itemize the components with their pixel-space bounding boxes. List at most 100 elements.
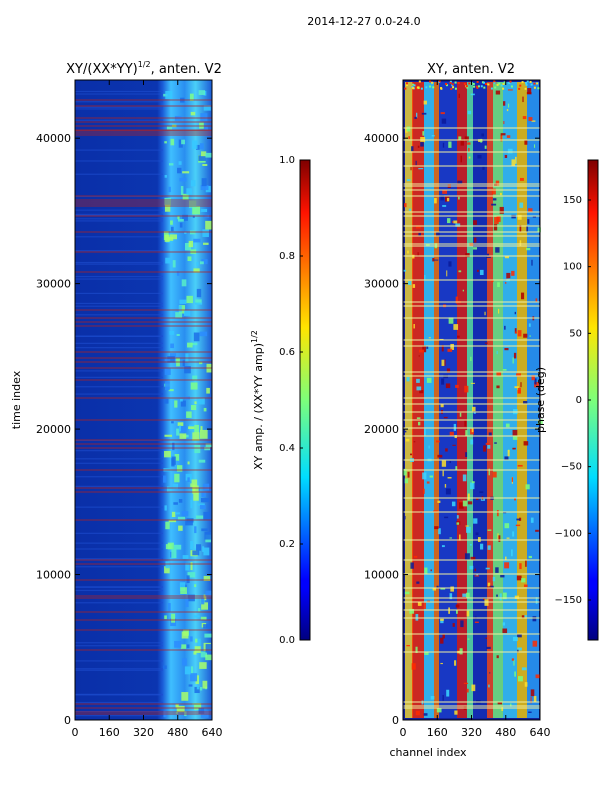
heatmap-cell — [475, 85, 478, 88]
heatmap-cell — [484, 342, 488, 344]
heatmap-cell — [454, 87, 457, 90]
heatmap-cell — [202, 546, 205, 552]
heatmap-cell — [527, 219, 530, 224]
heatmap-cell — [497, 702, 503, 705]
heatmap-cell — [493, 81, 496, 84]
heatmap-cell — [462, 593, 467, 597]
heatmap-row — [75, 370, 163, 372]
heatmap-cell — [502, 628, 508, 634]
heatmap-cell — [444, 484, 447, 488]
heatmap-cell — [447, 218, 451, 224]
heatmap-cell — [458, 196, 460, 200]
heatmap-cell — [476, 498, 479, 500]
heatmap-cell — [407, 250, 409, 254]
heatmap-cell — [180, 399, 183, 402]
heatmap-row — [75, 450, 163, 452]
left-heatmap-panel: XY/(XX*YY)1/2, anten. V2 0 160 320 480 64001… — [10, 60, 311, 739]
heatmap-row — [75, 314, 163, 316]
heatmap-cell — [406, 126, 411, 132]
heatmap-cell — [164, 204, 171, 212]
heatmap-cell — [184, 366, 191, 374]
heatmap-cell — [438, 528, 441, 535]
heatmap-cell — [403, 430, 407, 433]
heatmap-row — [75, 548, 163, 550]
heatmap-cell — [434, 198, 437, 204]
heatmap-cell — [199, 261, 204, 265]
heatmap-cell — [467, 638, 470, 640]
heatmap-cell — [415, 86, 418, 89]
heatmap-row — [75, 476, 163, 478]
y-tick-label: 10000 — [36, 569, 71, 582]
heatmap-cell — [179, 305, 186, 314]
heatmap-cell — [480, 543, 484, 550]
heatmap-cell — [200, 498, 209, 503]
heatmap-cell — [464, 136, 469, 142]
heatmap-cell — [200, 426, 203, 431]
heatmap-cell — [449, 80, 452, 83]
heatmap-cell — [203, 407, 207, 412]
heatmap-cell — [412, 254, 415, 259]
heatmap-cell — [505, 423, 510, 428]
heatmap-cell — [502, 369, 507, 371]
heatmap-cell — [521, 292, 525, 300]
heatmap-cell — [474, 575, 480, 577]
heatmap-cell — [437, 500, 441, 503]
heatmap-cell — [466, 526, 471, 533]
heatmap-cell — [164, 141, 167, 144]
heatmap-cell — [170, 234, 178, 240]
heatmap-cell — [424, 652, 429, 655]
heatmap-cell — [442, 190, 448, 194]
heatmap-cell — [534, 378, 537, 385]
heatmap-cell — [196, 515, 204, 519]
heatmap-cell — [487, 529, 492, 531]
heatmap-cell — [496, 350, 498, 355]
heatmap-cell — [171, 511, 176, 518]
heatmap-cell — [205, 152, 213, 158]
heatmap-cell — [408, 281, 412, 285]
right-colorbar-ticks: 150 100 50 0 −50 −100 −150 — [555, 195, 591, 606]
heatmap-cell — [172, 260, 176, 268]
heatmap-cell — [177, 216, 180, 220]
heatmap-cell — [519, 240, 522, 247]
heatmap-cell — [174, 454, 180, 461]
heatmap-cell — [482, 166, 485, 170]
heatmap-cell — [494, 183, 497, 187]
heatmap-row — [75, 566, 163, 568]
heatmap-cell — [188, 426, 195, 430]
heatmap-cell — [426, 481, 430, 484]
heatmap-cell — [502, 101, 506, 106]
heatmap-cell — [472, 82, 475, 85]
heatmap-cell — [445, 383, 451, 389]
heatmap-cell — [174, 115, 182, 121]
heatmap-cell — [429, 80, 432, 83]
heatmap-row — [75, 90, 163, 93]
heatmap-cell — [167, 542, 174, 550]
y-tick-label: 20000 — [36, 423, 71, 436]
heatmap-cell — [171, 549, 177, 559]
heatmap-cell — [536, 82, 539, 85]
heatmap-cell — [440, 404, 444, 408]
heatmap-cell — [198, 707, 205, 714]
heatmap-cell — [199, 331, 208, 337]
heatmap-cell — [440, 637, 444, 644]
heatmap-cell — [164, 368, 171, 375]
heatmap-cell — [504, 154, 508, 159]
heatmap-cell — [432, 257, 435, 262]
heatmap-cell — [180, 185, 184, 195]
heatmap-cell — [416, 386, 422, 391]
heatmap-cell — [506, 109, 509, 112]
heatmap-cell — [511, 549, 513, 557]
heatmap-cell — [417, 252, 419, 257]
right-heatmap-panel: XY, anten. V2 0 160 320 480 640 0 10000 20000 30… — [364, 62, 599, 759]
x-tick-label: 480 — [495, 726, 516, 739]
left-colorbar-label-sup: 1/2 — [250, 330, 259, 343]
heatmap-cell — [499, 593, 502, 601]
heatmap-cell — [477, 154, 482, 159]
heatmap-cell — [494, 86, 497, 89]
heatmap-cell — [443, 416, 448, 419]
heatmap-cell — [189, 636, 193, 642]
heatmap-row — [75, 347, 163, 349]
heatmap-cell — [170, 343, 174, 349]
heatmap-cell — [466, 592, 470, 598]
heatmap-cell — [179, 299, 187, 304]
